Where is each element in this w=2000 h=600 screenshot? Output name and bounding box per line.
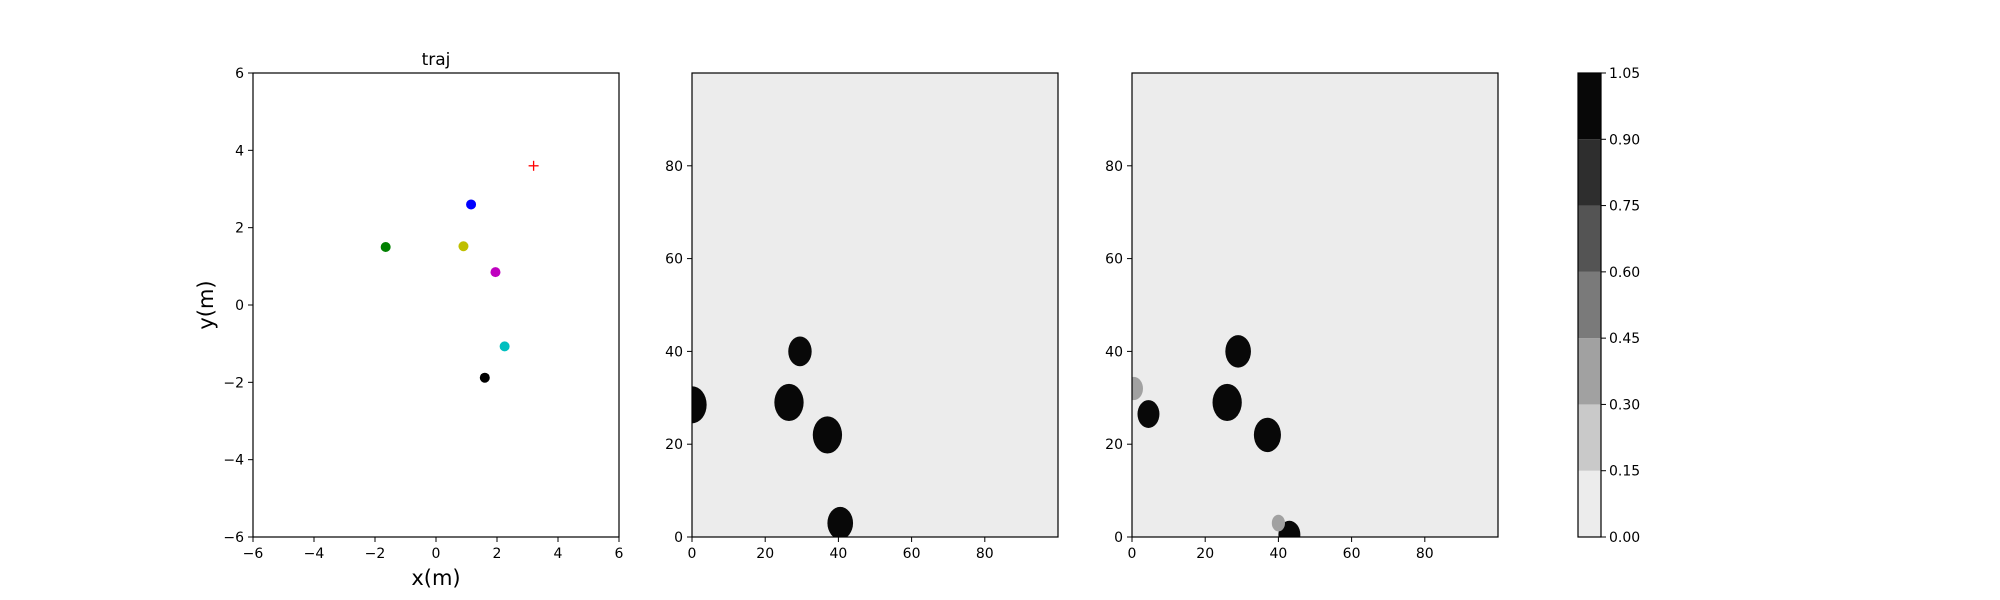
colorbar: 0.00 0.15 0.30 0.45 0.60 0.75 0.90 1.05 <box>1577 66 1640 546</box>
x-tick-label: 40 <box>829 546 847 562</box>
x-tick-label: 60 <box>903 546 921 562</box>
x-tick-label: −4 <box>304 546 325 562</box>
occupancy-map-1: 0 20 40 60 80 0 20 40 60 80 <box>665 72 1059 562</box>
map2-obstacle-2 <box>1137 400 1160 428</box>
x-tick-label: −6 <box>243 546 264 562</box>
map1-obstacle-3 <box>788 336 812 367</box>
colorbar-tick-label: 0.75 <box>1609 199 1640 215</box>
map2-background <box>1132 73 1498 537</box>
chart-title: traj <box>422 50 451 70</box>
x-tick-label: 80 <box>976 546 994 562</box>
y-tick-label: 60 <box>1105 252 1123 268</box>
x-tick-label: 80 <box>1416 546 1434 562</box>
occupancy-map-2: 0 20 40 60 80 0 20 40 60 80 <box>1105 72 1499 562</box>
scatter-point-5 <box>499 341 510 352</box>
map2-axes-frame <box>1131 72 1499 538</box>
scatter-point-3 <box>458 241 469 252</box>
y-tick-label: 60 <box>665 252 683 268</box>
map1-obstacle-1 <box>692 386 707 424</box>
y-tick-label: 2 <box>235 221 244 237</box>
traj-scatter-plot: −6 −4 −2 0 2 4 6 −6 −4 −2 0 2 4 6 traj x(m) y(m) <box>194 50 624 590</box>
colorbar-band-1 <box>1578 470 1601 537</box>
y-tick-label: 40 <box>665 344 683 360</box>
map2-obstacle-5 <box>1253 417 1281 453</box>
y-tick-label: 40 <box>1105 344 1123 360</box>
x-tick-label: 60 <box>1343 546 1361 562</box>
target-plus-marker <box>528 160 539 171</box>
x-tick-label: 2 <box>493 546 502 562</box>
map2-obstacle-7 <box>1271 514 1285 532</box>
y-tick-label: 0 <box>1114 530 1123 546</box>
y-tick-label: 80 <box>665 159 683 175</box>
y-tick-label: 80 <box>1105 159 1123 175</box>
y-tick-label: 0 <box>674 530 683 546</box>
y-tick-label: 0 <box>235 298 244 314</box>
colorbar-band-6 <box>1578 139 1601 206</box>
y-tick-label: 4 <box>235 143 244 159</box>
map2-obstacle-1 <box>1132 376 1143 401</box>
x-tick-label: 6 <box>615 546 624 562</box>
map1-obstacle-5 <box>827 506 854 537</box>
x-tick-label: 0 <box>1128 546 1137 562</box>
x-tick-label: −2 <box>365 546 386 562</box>
x-tick-label: 0 <box>688 546 697 562</box>
colorbar-tick-label: 0.15 <box>1609 464 1640 480</box>
colorbar-tick-label: 0.45 <box>1609 331 1640 347</box>
x-tick-label: 20 <box>1196 546 1214 562</box>
y-tick-label: −4 <box>223 453 244 469</box>
y-tick-label: 6 <box>235 66 244 82</box>
colorbar-tick-label: 0.30 <box>1609 397 1640 413</box>
scatter-point-4 <box>490 267 501 278</box>
scatter-point-2 <box>380 242 391 252</box>
y-tick-label: −2 <box>223 375 244 391</box>
x-tick-label: 40 <box>1269 546 1287 562</box>
colorbar-band-7 <box>1578 73 1601 140</box>
x-axis-label: x(m) <box>411 566 460 590</box>
map2-obstacle-4 <box>1225 335 1251 368</box>
colorbar-band-4 <box>1578 271 1601 339</box>
map1-axes-frame <box>691 72 1059 538</box>
colorbar-band-5 <box>1578 205 1601 272</box>
x-tick-label: 4 <box>554 546 563 562</box>
colorbar-frame <box>1577 72 1602 538</box>
x-tick-label: 20 <box>756 546 774 562</box>
y-tick-label: 20 <box>665 437 683 453</box>
map2-obstacle-3 <box>1212 383 1242 421</box>
map1-obstacle-4 <box>812 416 843 454</box>
colorbar-tick-label: 0.90 <box>1609 132 1640 148</box>
x-tick-label: 0 <box>432 546 441 562</box>
colorbar-tick-label: 0.00 <box>1609 530 1640 546</box>
y-tick-label: 20 <box>1105 437 1123 453</box>
colorbar-band-3 <box>1578 338 1601 405</box>
map1-background <box>692 73 1058 537</box>
map1-obstacle-2 <box>774 383 804 421</box>
colorbar-tick-label: 1.05 <box>1609 66 1640 82</box>
scatter-point-1 <box>466 199 477 210</box>
y-axis-label: y(m) <box>194 280 218 329</box>
colorbar-band-2 <box>1578 404 1601 471</box>
scatter-point-6 <box>479 372 490 383</box>
y-tick-label: −6 <box>223 530 244 546</box>
colorbar-tick-label: 0.60 <box>1609 265 1640 281</box>
traj-axes-frame <box>252 72 620 538</box>
